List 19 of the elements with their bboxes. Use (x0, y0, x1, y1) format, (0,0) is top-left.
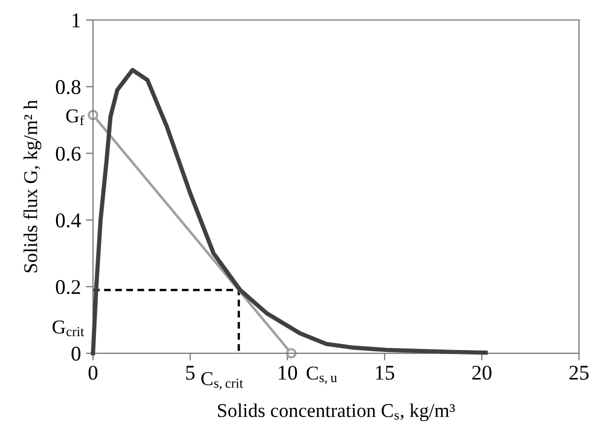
x-tick-label: 0 (88, 366, 98, 380)
line-series (90, 68, 488, 356)
y-axis-title: Solids flux G, kg/m² h (23, 100, 42, 272)
y-tick-label: 0.6 (56, 146, 81, 161)
x-axis-title: Solids concentration C$_{s}$, kg/m³ (218, 403, 455, 422)
x-tick-label: 5 (186, 366, 195, 380)
y-tick-label: 0.2 (56, 280, 80, 294)
x-tick-label: 20 (472, 366, 492, 380)
y-tick-label: 1 (72, 13, 80, 28)
annotation: C$_{s,u}$ (306, 366, 337, 384)
annotation: G$_{f}$ (66, 109, 84, 125)
y-tick-label: 0 (72, 346, 80, 361)
annotation: C$_{s,crit}$ (201, 372, 244, 390)
x-tick-label: 25 (570, 366, 589, 380)
x-tick-label: 10 (278, 366, 298, 380)
y-tick-label: 0.4 (56, 213, 81, 228)
annotation: G$_{crit}$ (52, 320, 84, 336)
y-tick-label: 0.8 (56, 80, 80, 94)
x-tick-label: 15 (376, 366, 394, 380)
